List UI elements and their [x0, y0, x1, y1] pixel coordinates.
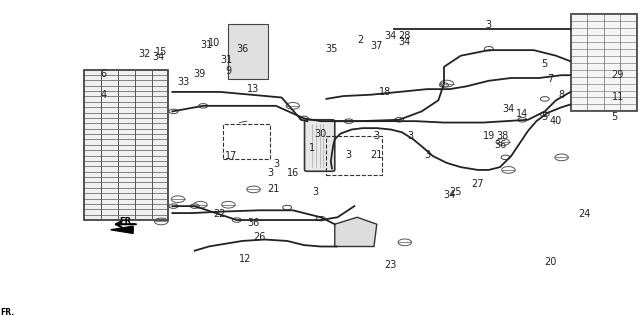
Text: 15: 15 [155, 47, 167, 56]
FancyBboxPatch shape [305, 120, 335, 171]
Text: 13: 13 [248, 84, 260, 94]
Text: 5: 5 [612, 112, 618, 122]
Text: 40: 40 [550, 116, 562, 126]
Text: 26: 26 [253, 232, 266, 242]
Text: 20: 20 [544, 257, 557, 267]
Text: 5: 5 [541, 112, 548, 122]
Text: 30: 30 [315, 129, 327, 139]
Text: 34: 34 [444, 190, 456, 200]
Text: 7: 7 [547, 74, 554, 84]
Text: 3: 3 [312, 187, 318, 197]
Text: 3: 3 [486, 20, 492, 30]
Text: 23: 23 [385, 260, 397, 270]
Bar [570, 14, 637, 112]
Bar [326, 136, 382, 175]
Text: 14: 14 [516, 109, 529, 119]
Text: 18: 18 [379, 87, 391, 97]
Text: 5: 5 [541, 59, 548, 69]
Text: 10: 10 [208, 38, 221, 48]
Text: 3: 3 [273, 159, 279, 169]
Text: 37: 37 [371, 41, 383, 51]
Text: FR.: FR. [119, 217, 134, 226]
Text: 38: 38 [497, 131, 509, 141]
Text: 25: 25 [449, 187, 461, 197]
Text: 24: 24 [578, 209, 590, 220]
Text: 31: 31 [221, 55, 233, 65]
Text: 1: 1 [309, 143, 316, 153]
Text: 34: 34 [385, 31, 397, 41]
Text: 2: 2 [357, 35, 363, 45]
Polygon shape [111, 226, 133, 233]
Text: 3: 3 [346, 150, 352, 160]
Text: 27: 27 [471, 179, 484, 189]
Text: 3: 3 [424, 150, 430, 160]
Text: 32: 32 [138, 49, 150, 59]
Text: 34: 34 [152, 52, 164, 62]
Text: 36: 36 [248, 218, 260, 228]
Text: 36: 36 [494, 140, 506, 150]
Text: 31: 31 [200, 40, 212, 49]
Bar [84, 70, 168, 220]
Text: 3: 3 [407, 131, 413, 141]
Text: FR.: FR. [0, 308, 14, 315]
Text: 11: 11 [611, 93, 624, 102]
FancyBboxPatch shape [228, 24, 268, 79]
Text: 39: 39 [193, 69, 205, 79]
Text: 22: 22 [214, 209, 226, 220]
Text: 16: 16 [287, 168, 299, 178]
Text: 35: 35 [326, 44, 338, 54]
Text: 19: 19 [483, 131, 495, 141]
Text: 12: 12 [239, 254, 252, 264]
Polygon shape [335, 217, 377, 247]
Text: 17: 17 [225, 151, 237, 161]
Text: 28: 28 [399, 31, 411, 41]
Text: 29: 29 [611, 70, 624, 80]
Text: 9: 9 [225, 66, 232, 76]
Text: 3: 3 [374, 131, 380, 141]
Text: 4: 4 [100, 90, 106, 100]
Text: 6: 6 [100, 69, 106, 79]
Text: 33: 33 [177, 77, 189, 87]
Text: 34: 34 [502, 104, 515, 114]
Text: 21: 21 [371, 150, 383, 160]
Bar [223, 124, 270, 159]
Text: 36: 36 [236, 44, 248, 54]
Text: 21: 21 [267, 184, 279, 194]
Text: 34: 34 [399, 37, 411, 47]
Text: 8: 8 [559, 90, 564, 100]
Text: 3: 3 [268, 168, 273, 178]
